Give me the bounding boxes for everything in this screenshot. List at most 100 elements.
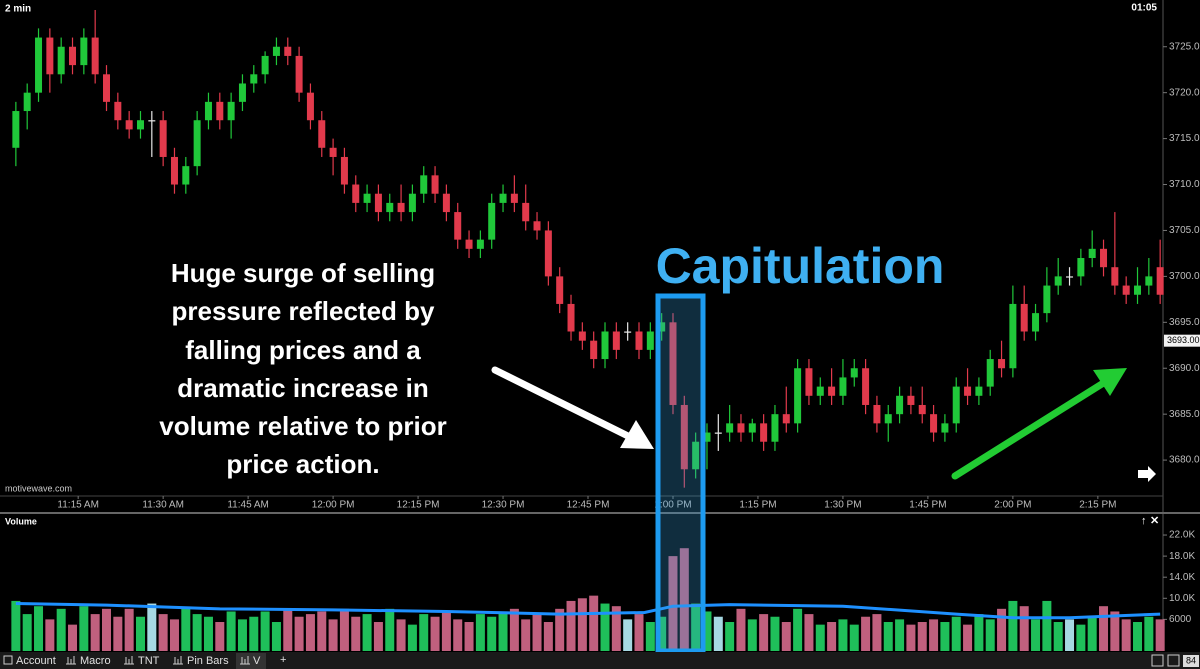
- candle-body: [476, 239, 484, 249]
- candle-body: [669, 322, 677, 405]
- candle-body: [23, 92, 31, 112]
- tab[interactable]: Pin Bars: [187, 655, 229, 667]
- volume-bar: [1155, 619, 1165, 651]
- volume-bar: [1087, 616, 1097, 651]
- capitulation-highlight: [655, 293, 706, 654]
- volume-bar: [589, 595, 599, 651]
- volume-bar: [113, 616, 123, 651]
- candle-body: [658, 322, 666, 332]
- annotation-text: Huge surge of selling pressure reflected…: [159, 258, 447, 479]
- candle-body: [261, 55, 269, 75]
- volume-bar: [203, 616, 213, 651]
- add-tab[interactable]: +: [280, 654, 286, 666]
- volume-bar: [45, 619, 55, 651]
- candle-body: [703, 432, 711, 442]
- volume-bar: [963, 624, 973, 651]
- last-price-tag: [1164, 334, 1200, 347]
- toolbar: [0, 652, 1200, 669]
- candle-body: [295, 55, 303, 93]
- tab[interactable]: V: [253, 655, 261, 667]
- candle-body: [272, 46, 280, 56]
- interval-label: 2 min: [5, 4, 31, 15]
- candle-body: [556, 276, 564, 304]
- y-tick-label: 3720.00: [1169, 87, 1200, 98]
- volume-bar: [781, 622, 791, 651]
- y-tick-label: 3700.00: [1169, 271, 1200, 282]
- candle-body: [1145, 276, 1153, 286]
- volume-bar: [951, 616, 961, 651]
- volume-bar: [566, 600, 576, 651]
- volume-bar: [475, 614, 485, 651]
- candle-body: [624, 331, 632, 333]
- y-tick-label: 3715.00: [1169, 133, 1200, 144]
- volume-bar: [56, 608, 66, 651]
- y-tick-label: 3690.00: [1169, 363, 1200, 374]
- candle-body: [760, 423, 768, 442]
- volume-bar: [1031, 619, 1041, 651]
- volume-bar: [124, 608, 134, 651]
- candle-body: [102, 74, 110, 102]
- volume-bar: [1099, 606, 1109, 651]
- volume-bar: [260, 611, 270, 651]
- volume-bar: [169, 619, 179, 651]
- candle-body: [930, 414, 938, 433]
- volume-bar: [90, 614, 100, 651]
- candle-body: [193, 120, 201, 167]
- candle-body: [91, 37, 99, 75]
- volume-bar: [385, 608, 395, 651]
- volume-bar: [736, 608, 746, 651]
- volume-bar: [815, 624, 825, 651]
- volume-bar: [237, 619, 247, 651]
- y-tick-label: 3725.00: [1169, 41, 1200, 52]
- tab-icon: [66, 656, 76, 665]
- volume-bar: [158, 614, 168, 651]
- volume-bar: [305, 614, 315, 651]
- candle-body: [1077, 258, 1085, 277]
- pane-move-icon[interactable]: ↑: [1141, 515, 1147, 527]
- volume-bar: [453, 619, 463, 651]
- volume-bar: [1121, 619, 1131, 651]
- volume-bar: [759, 614, 769, 651]
- scroll-right-icon[interactable]: [1138, 466, 1156, 482]
- volume-bar: [691, 603, 701, 651]
- candle-body: [1020, 303, 1028, 332]
- tab[interactable]: Macro: [80, 655, 111, 667]
- tab[interactable]: TNT: [138, 655, 160, 667]
- candle-body: [896, 395, 904, 415]
- candle-body: [465, 239, 473, 249]
- volume-bar: [294, 616, 304, 651]
- candle-body: [125, 120, 133, 130]
- candle-body: [1111, 267, 1119, 286]
- candle-body: [204, 101, 212, 121]
- candle-body: [805, 368, 813, 396]
- volume-bar: [555, 608, 565, 651]
- volume-bar: [101, 608, 111, 651]
- candle-body: [601, 331, 609, 360]
- tab[interactable]: Account: [16, 655, 56, 667]
- volume-bar: [645, 622, 655, 651]
- x-tick-label: 1:00 PM: [654, 500, 691, 511]
- x-tick-label: 2:00 PM: [994, 500, 1031, 511]
- candle-body: [397, 202, 405, 213]
- volume-bar: [849, 624, 859, 651]
- candle-body: [1100, 248, 1108, 268]
- pane-close-icon[interactable]: ✕: [1150, 515, 1159, 527]
- candle-body: [828, 386, 836, 396]
- layout-icon[interactable]: [1151, 654, 1164, 667]
- volume-bar: [11, 600, 21, 651]
- candle-body: [136, 120, 144, 130]
- annotation-line: dramatic increase in: [177, 373, 428, 403]
- candle-body: [873, 404, 881, 424]
- layout-icon[interactable]: [1167, 654, 1180, 667]
- x-tick-label: 11:45 AM: [227, 500, 269, 511]
- y-tick-label: 3705.00: [1169, 225, 1200, 236]
- candle-body: [352, 184, 360, 203]
- volume-bar: [22, 614, 32, 651]
- green-arrow: [951, 368, 1127, 480]
- volume-title: Volume: [5, 516, 37, 526]
- candle-body: [420, 175, 428, 194]
- volume-bar: [181, 608, 191, 651]
- annotation-line: pressure reflected by: [171, 296, 435, 326]
- volume-bar: [271, 622, 281, 651]
